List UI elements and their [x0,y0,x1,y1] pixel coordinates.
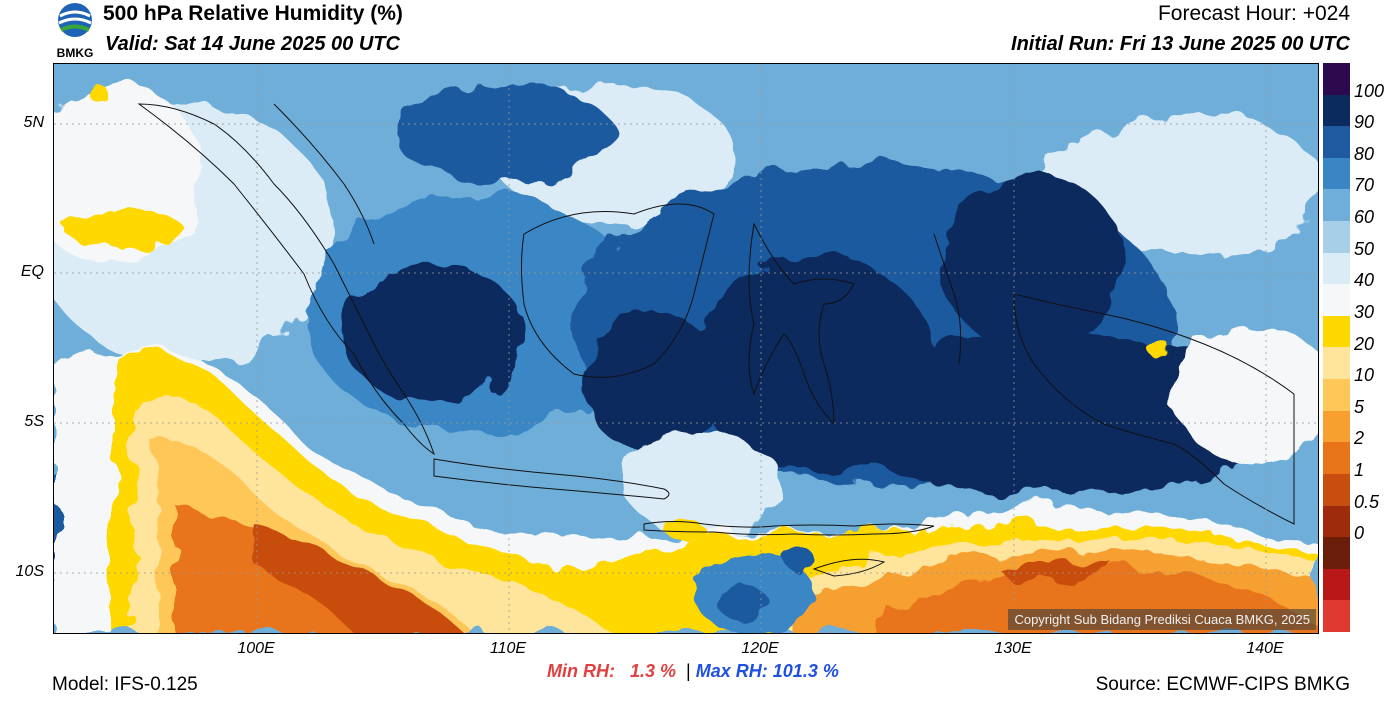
bmkg-logo: BMKG [52,2,98,60]
lat-label-5s: 5S [24,413,44,430]
humidity-map [53,63,1319,634]
colorbar-swatch [1323,252,1350,285]
colorbar-swatch [1323,126,1350,158]
colorbar-swatch [1323,568,1350,601]
colorbar-label: 2 [1354,428,1365,449]
logo-text: BMKG [57,46,94,60]
colorbar-swatch [1323,410,1350,443]
copyright-note: Copyright Sub Bidang Prediksi Cuaca BMKG… [1008,609,1316,630]
graticule [54,64,1318,633]
initial-run: Initial Run: Fri 13 June 2025 00 UTC [1011,33,1350,55]
colorbar-label: 50 [1354,238,1375,259]
colorbar-swatch [1323,63,1350,95]
colorbar-label: 10 [1354,365,1375,386]
colorbar-swatch [1323,442,1350,474]
lon-label-100e: 100E [237,640,275,657]
colorbar-swatch [1323,221,1350,253]
min-rh-value: 1.3 % [630,661,677,681]
colorbar-label: 100 [1354,80,1385,101]
colorbar-swatch [1323,473,1350,506]
colorbar-label: 70 [1354,175,1375,196]
colorbar-label: 1 [1354,459,1365,480]
max-rh-value: 101.3 % [772,661,839,681]
lat-label-eq: EQ [20,263,44,280]
lat-label-5n: 5N [23,114,44,131]
colorbar-label: 80 [1354,143,1375,164]
lon-label-110e: 110E [489,640,527,657]
colorbar-label: 90 [1354,112,1375,133]
model-name: Model: IFS-0.125 [52,674,198,695]
colorbar-label: 30 [1354,301,1375,322]
map-field [54,64,1318,633]
lon-label-140e: 140E [1246,640,1284,657]
colorbar-swatch [1323,600,1350,632]
colorbar-swatch [1323,315,1350,348]
chart-title: 500 hPa Relative Humidity (%) [103,2,403,25]
data-source: Source: ECMWF-CIPS BMKG [1095,674,1350,695]
valid-time: Valid: Sat 14 June 2025 00 UTC [105,33,400,55]
colorbar-swatch [1323,537,1350,569]
forecast-hour: Forecast Hour: +024 [1157,2,1350,25]
colorbar-swatch [1323,189,1350,222]
colorbar-label: 5 [1354,396,1365,417]
colorbar-label: 0 [1354,523,1365,544]
colorbar-label: 20 [1354,333,1375,354]
colorbar-swatch [1323,505,1350,538]
colorbar-label: 40 [1354,270,1375,291]
colorbar-label: 60 [1354,207,1375,228]
lat-label-10s: 10S [15,563,44,580]
coastlines [137,103,1295,577]
lon-label-130e: 130E [994,640,1032,657]
colorbar-swatch [1323,284,1350,316]
rh-stats: Min RH: 1.3 % | Max RH: 101.3 % [547,661,839,682]
colorbar-swatch [1323,347,1350,380]
colorbar-label: 0.5 [1354,491,1380,512]
colorbar [1323,63,1350,632]
stats-separator: | [686,661,691,681]
colorbar-swatch [1323,157,1350,190]
colorbar-swatch [1323,379,1350,411]
colorbar-swatch [1323,94,1350,127]
max-rh-label: Max RH: [695,661,768,681]
min-rh-label: Min RH: [547,661,615,681]
lon-label-120e: 120E [741,640,779,657]
